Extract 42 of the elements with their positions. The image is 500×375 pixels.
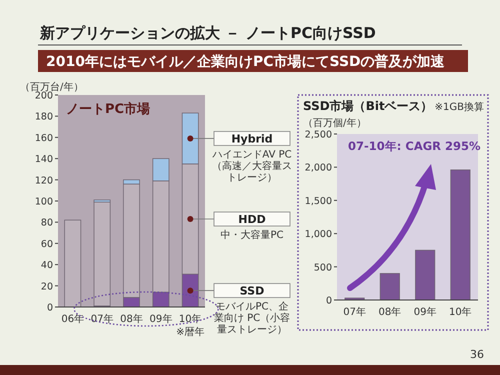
y-tick-label: 100: [34, 196, 53, 208]
x-tick-label: 08年: [120, 313, 143, 325]
y-tick-label: 180: [34, 112, 53, 123]
x-tick-label: 09年: [150, 313, 172, 325]
x-tick-label: 08年: [378, 306, 402, 318]
y-tick-label: 2,500: [304, 130, 332, 140]
text: ※1GB換算: [434, 101, 484, 113]
text: 36: [470, 348, 484, 361]
y-tick-label: 1,000: [304, 229, 332, 240]
y-tick-label: 2,000: [304, 162, 332, 174]
y-tick-label: 80: [40, 218, 53, 229]
y-tick-label: 120: [34, 175, 53, 186]
text: SSD: [240, 284, 264, 298]
y-tick-label: 0: [46, 302, 53, 314]
x-tick-label: 06年: [61, 313, 84, 325]
y-tick-label: 0: [326, 296, 332, 306]
text: 新アプリケーションの拡大 － ノートPC向けSSD: [39, 24, 376, 42]
text: 中・大容量PC: [220, 229, 284, 242]
y-axis-title: （百万個/年）: [303, 117, 366, 129]
text: ハイエンドAV PC（高速／大容量ストレージ）: [211, 149, 292, 184]
text: ノートPC市場: [66, 101, 150, 117]
x-tick-label: 07年: [90, 313, 114, 325]
text: ※暦年: [176, 326, 204, 338]
y-tick-label: 500: [314, 262, 332, 274]
text: 2010年にはモバイル／企業向けPC市場にてSSDの普及が加速: [46, 53, 446, 70]
y-tick-label: 60: [40, 238, 53, 250]
y-tick-label: 140: [34, 154, 53, 166]
x-tick-label: 10年: [178, 313, 202, 325]
annotation: 07-10年: CAGR 295%: [348, 139, 482, 153]
y-tick-label: 20: [40, 281, 53, 292]
text: Hybrid: [231, 132, 273, 146]
x-tick-label: 07年: [343, 306, 366, 318]
y-tick-label: 1,500: [304, 196, 332, 207]
y-tick-label: 40: [40, 260, 53, 272]
x-tick-label: 09年: [414, 306, 436, 318]
text: モバイルPC、企業向け PC（小容量ストレージ）: [214, 300, 290, 336]
y-tick-label: 200: [34, 90, 53, 102]
x-tick-label: 10年: [449, 306, 472, 318]
y-axis-title: （百万台/年）: [20, 81, 84, 93]
chart-title: SSD市場（Bitベース）: [303, 99, 433, 113]
y-tick-label: 160: [34, 132, 53, 144]
text: HDD: [238, 213, 266, 226]
